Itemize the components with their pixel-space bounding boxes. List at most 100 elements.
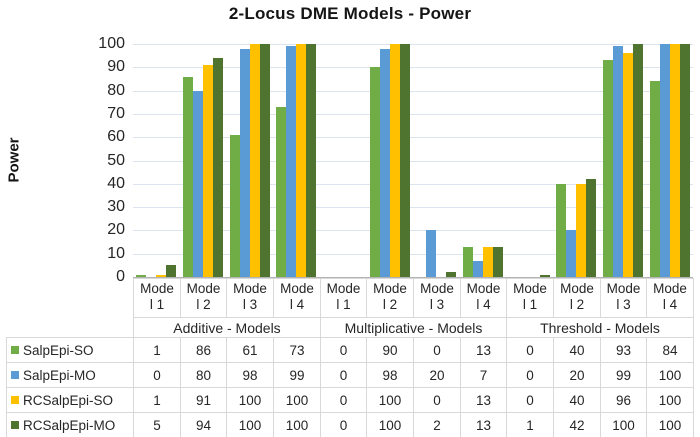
y-tick-label: 90 — [107, 58, 125, 76]
table-cell: 96 — [600, 387, 647, 413]
legend-swatch-SalpEpi-MO — [11, 371, 19, 379]
bar-SalpEpi-MO-col4 — [286, 46, 297, 277]
x-tick-label: Mode l 4 — [646, 278, 694, 318]
table-cell: 1 — [133, 387, 181, 413]
gridline — [133, 113, 693, 115]
x-tick-label: Mode l 4 — [460, 278, 507, 318]
bar-SalpEpi-SO-col2 — [183, 76, 193, 277]
y-tick-label: 80 — [107, 81, 125, 99]
table-cell: 100 — [646, 387, 694, 413]
y-tick-label: 50 — [107, 151, 125, 169]
table-cell: 0 — [413, 387, 461, 413]
table-cell: 2 — [413, 412, 461, 437]
gridline — [133, 230, 693, 232]
legend-swatch-RCSalpEpi-SO — [11, 396, 19, 404]
gridline — [133, 183, 693, 185]
gridline — [133, 207, 693, 209]
bar-RCSalpEpi-MO-col10 — [586, 179, 597, 277]
table-cell: 99 — [600, 362, 647, 388]
gridline — [133, 253, 693, 255]
series-name-label: SalpEpi-SO — [23, 342, 94, 358]
y-tick-label: 10 — [107, 244, 125, 262]
bar-SalpEpi-SO-col4 — [276, 106, 287, 277]
table-cell: 13 — [460, 412, 507, 437]
y-tick-label: 40 — [107, 174, 125, 192]
series-name-label: RCSalpEpi-SO — [23, 392, 114, 408]
table-cell: 100 — [366, 412, 414, 437]
series-name-label: RCSalpEpi-MO — [23, 417, 116, 433]
bar-SalpEpi-SO-col8 — [463, 246, 473, 277]
bar-SalpEpi-MO-col11 — [613, 46, 623, 277]
table-cell: 1 — [133, 337, 181, 363]
table-cell: 0 — [320, 362, 367, 388]
table-cell: 13 — [460, 387, 507, 413]
bar-RCSalpEpi-SO-col3 — [249, 44, 260, 277]
bar-RCSalpEpi-SO-col1 — [156, 274, 167, 277]
bar-SalpEpi-MO-col10 — [566, 230, 577, 277]
axis-group-label: Threshold - Models — [506, 317, 694, 338]
table-cell: 100 — [273, 412, 321, 437]
bar-RCSalpEpi-SO-col6 — [389, 44, 400, 277]
series-name-cell: SalpEpi-SO — [6, 337, 134, 363]
table-cell: 0 — [133, 362, 181, 388]
bar-RCSalpEpi-SO-col2 — [203, 64, 213, 277]
bar-SalpEpi-SO-col1 — [136, 274, 147, 277]
bar-RCSalpEpi-MO-col4 — [306, 44, 317, 277]
series-name-cell: SalpEpi-MO — [6, 362, 134, 388]
table-cell: 80 — [180, 362, 227, 388]
series-name-label: SalpEpi-MO — [23, 367, 96, 383]
bar-RCSalpEpi-MO-col12 — [679, 44, 690, 277]
series-name-cell: RCSalpEpi-SO — [6, 387, 134, 413]
table-cell: 5 — [133, 412, 181, 437]
table-cell: 0 — [320, 337, 367, 363]
table-cell: 20 — [413, 362, 461, 388]
table-cell: 90 — [366, 337, 414, 363]
y-tick-label: 0 — [116, 268, 125, 285]
chart-title: 2-Locus DME Models - Power — [228, 4, 472, 23]
bar-RCSalpEpi-SO-col8 — [483, 246, 493, 277]
x-tick-label: Mode l 2 — [553, 278, 601, 318]
table-cell: 100 — [273, 387, 321, 413]
legend-swatch-SalpEpi-SO — [11, 346, 19, 354]
y-tick-label: 60 — [107, 128, 125, 146]
series-name-cell: RCSalpEpi-MO — [6, 412, 134, 437]
x-tick-label: Mode l 1 — [506, 278, 554, 318]
x-tick-label: Mode l 1 — [133, 278, 181, 318]
bar-RCSalpEpi-MO-col9 — [539, 274, 550, 277]
table-cell: 86 — [180, 337, 227, 363]
bar-RCSalpEpi-MO-col1 — [166, 265, 177, 277]
x-tick-label: Mode l 2 — [366, 278, 414, 318]
table-cell: 100 — [366, 387, 414, 413]
table-cell: 61 — [226, 337, 274, 363]
gridline — [133, 67, 693, 69]
bar-RCSalpEpi-MO-col2 — [213, 57, 223, 277]
bar-RCSalpEpi-MO-col11 — [633, 44, 643, 277]
bar-SalpEpi-SO-col10 — [556, 183, 567, 277]
table-cell: 94 — [180, 412, 227, 437]
x-tick-label: Mode l 3 — [600, 278, 647, 318]
y-axis-title: Power — [5, 137, 23, 183]
bar-SalpEpi-SO-col6 — [369, 67, 380, 277]
table-cell: 0 — [506, 362, 554, 388]
bar-SalpEpi-MO-col7 — [426, 230, 437, 277]
x-axis-line — [133, 277, 693, 278]
x-tick-label: Mode l 2 — [180, 278, 227, 318]
bar-SalpEpi-MO-col2 — [193, 90, 203, 277]
y-tick-label: 100 — [98, 35, 125, 52]
y-tick-label: 70 — [107, 104, 125, 122]
table-cell: 100 — [226, 387, 274, 413]
table-cell: 1 — [506, 412, 554, 437]
bar-RCSalpEpi-SO-col10 — [576, 183, 587, 277]
x-tick-label: Mode l 3 — [413, 278, 461, 318]
table-cell: 20 — [553, 362, 601, 388]
bar-SalpEpi-MO-col6 — [379, 48, 390, 277]
bar-RCSalpEpi-MO-col6 — [399, 44, 410, 277]
bar-SalpEpi-SO-col12 — [649, 81, 660, 277]
bar-SalpEpi-SO-col3 — [229, 134, 240, 277]
gridline — [133, 137, 693, 139]
bar-SalpEpi-MO-col12 — [659, 44, 670, 277]
gridline — [133, 160, 693, 162]
table-cell: 100 — [646, 362, 694, 388]
table-cell: 98 — [226, 362, 274, 388]
